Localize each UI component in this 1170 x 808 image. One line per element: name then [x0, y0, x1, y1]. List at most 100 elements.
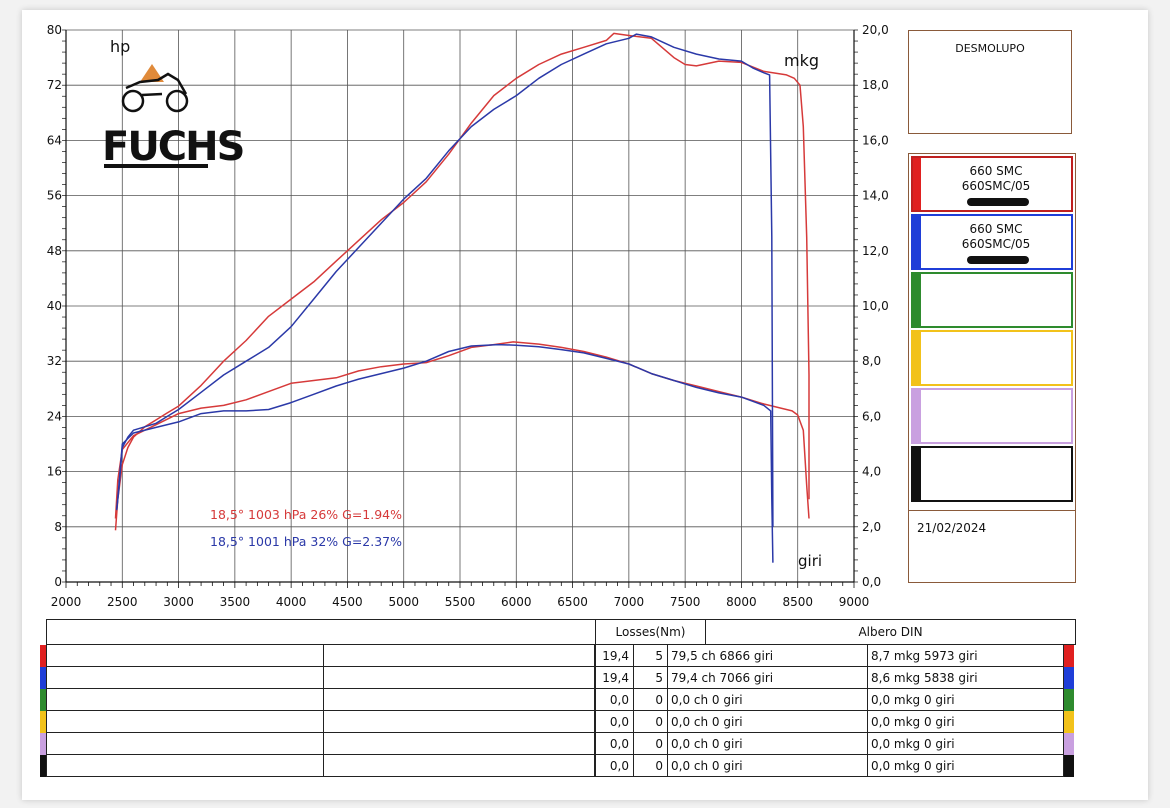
torque-curve-run-2 [115, 343, 774, 563]
date-box: 21/02/2024 [908, 511, 1076, 583]
y-right-tick-label: 0,0 [862, 575, 881, 589]
cell-torque: 0,0 mkg 0 giri [867, 733, 1064, 755]
legend-swatch [913, 216, 921, 268]
cell-empty [46, 733, 324, 755]
cell-torque: 8,7 mkg 5973 giri [867, 645, 1064, 667]
cell-empty [46, 711, 324, 733]
y-right-tick-label: 16,0 [862, 133, 889, 147]
legend-code: 660SMC/05 [961, 179, 1031, 193]
cell-power: 0,0 ch 0 giri [667, 733, 868, 755]
row-color-swatch [40, 689, 50, 711]
cell-loss: 0,0 [595, 689, 634, 711]
cell-empty [46, 755, 324, 777]
customer-box: DESMOLUPO [908, 30, 1072, 134]
row-color-swatch [1064, 645, 1074, 667]
y-left-tick-label: 64 [47, 133, 62, 147]
annotation-run-2: 18,5° 1001 hPa 32% G=2.37% [210, 534, 402, 549]
y-right-tick-label: 4,0 [862, 465, 881, 479]
annotation-run-1: 18,5° 1003 hPa 26% G=1.94% [210, 507, 402, 522]
table-row: 0,0 0 0,0 ch 0 giri 0,0 mkg 0 giri [40, 711, 1076, 733]
y-left-axis-label: hp [110, 37, 130, 56]
x-tick-label: 2000 [51, 595, 82, 609]
row-color-swatch [40, 733, 50, 755]
y-left-tick-label: 40 [47, 299, 62, 313]
cell-empty [46, 645, 324, 667]
x-axis-label: giri [798, 552, 822, 570]
cell-loss: 19,4 [595, 667, 634, 689]
legend-model: 660 SMC [969, 222, 1023, 236]
row-color-swatch [1064, 733, 1074, 755]
redaction-bar [967, 198, 1029, 206]
cell-n: 0 [633, 755, 668, 777]
row-color-swatch [40, 755, 50, 777]
redaction-bar [967, 256, 1029, 264]
x-tick-label: 4000 [276, 595, 307, 609]
row-color-swatch [1064, 711, 1074, 733]
table-row: 0,0 0 0,0 ch 0 giri 0,0 mkg 0 giri [40, 689, 1076, 711]
row-color-swatch [1064, 689, 1074, 711]
row-color-swatch [40, 711, 50, 733]
x-tick-label: 3000 [163, 595, 194, 609]
x-tick-label: 6500 [557, 595, 588, 609]
results-table: Losses(Nm) Albero DIN 19,4 5 79,5 ch 6866 … [40, 619, 1076, 777]
y-right-tick-label: 12,0 [862, 244, 889, 258]
x-tick-label: 2500 [107, 595, 138, 609]
row-color-swatch [1064, 667, 1074, 689]
losses-header: Losses(Nm) [595, 619, 706, 645]
y-right-tick-label: 8,0 [862, 354, 881, 368]
x-tick-label: 4500 [332, 595, 363, 609]
cell-torque: 0,0 mkg 0 giri [867, 689, 1064, 711]
cell-power: 0,0 ch 0 giri [667, 711, 868, 733]
legend-entry [911, 446, 1073, 502]
fuchs-logo: FUCHS [102, 64, 245, 170]
y-left-tick-label: 32 [47, 354, 62, 368]
cell-power: 79,4 ch 7066 giri [667, 667, 868, 689]
cell-loss: 0,0 [595, 755, 634, 777]
cell-n: 0 [633, 711, 668, 733]
table-row: 19,4 5 79,5 ch 6866 giri 8,7 mkg 5973 giri [40, 645, 1076, 667]
brand-name: FUCHS [102, 124, 243, 170]
cell-empty [46, 667, 324, 689]
legend-swatch [913, 390, 921, 442]
legend-swatch [913, 158, 921, 210]
y-left-tick-label: 0 [54, 575, 62, 589]
x-tick-label: 5500 [445, 595, 476, 609]
y-right-tick-label: 14,0 [862, 189, 889, 203]
test-date: 21/02/2024 [917, 521, 987, 535]
y-left-tick-label: 80 [47, 23, 62, 37]
x-tick-label: 8500 [782, 595, 813, 609]
legend-code: 660SMC/05 [961, 237, 1031, 251]
logo-triangle-icon [140, 64, 164, 82]
chart-grid [66, 29, 854, 582]
cell-n: 0 [633, 733, 668, 755]
cell-n: 0 [633, 689, 668, 711]
x-tick-label: 7500 [670, 595, 701, 609]
power-curve-run-1 [114, 32, 810, 531]
y-left-tick-label: 72 [47, 78, 62, 92]
table-row: 19,4 5 79,4 ch 7066 giri 8,6 mkg 5838 giri [40, 667, 1076, 689]
y-right-tick-label: 18,0 [862, 78, 889, 92]
chart-axes: 2000 2500 3000 3500 4000 4500 5000 5500 6000 6500… [47, 23, 889, 609]
cell-empty [323, 645, 595, 667]
cell-empty [323, 711, 595, 733]
legend-entry: 660 SMC 660SMC/05 [911, 214, 1073, 270]
cell-loss: 0,0 [595, 711, 634, 733]
x-tick-label: 7000 [614, 595, 645, 609]
y-right-axis-label: mkg [784, 51, 819, 70]
cell-torque: 8,6 mkg 5838 giri [867, 667, 1064, 689]
cell-power: 0,0 ch 0 giri [667, 755, 868, 777]
cell-loss: 0,0 [595, 733, 634, 755]
legend-entry [911, 272, 1073, 328]
legend-panel: 660 SMC 660SMC/05 660 SMC 660SMC/05 [908, 153, 1076, 511]
power-curve-run-2 [115, 33, 774, 527]
customer-name: DESMOLUPO [955, 42, 1025, 55]
chart-series [114, 32, 810, 563]
x-tick-label: 6000 [501, 595, 532, 609]
legend-swatch [913, 332, 921, 384]
y-left-tick-label: 16 [47, 465, 62, 479]
cell-empty [323, 689, 595, 711]
motorcycle-icon [121, 72, 189, 113]
cell-power: 0,0 ch 0 giri [667, 689, 868, 711]
cell-torque: 0,0 mkg 0 giri [867, 711, 1064, 733]
